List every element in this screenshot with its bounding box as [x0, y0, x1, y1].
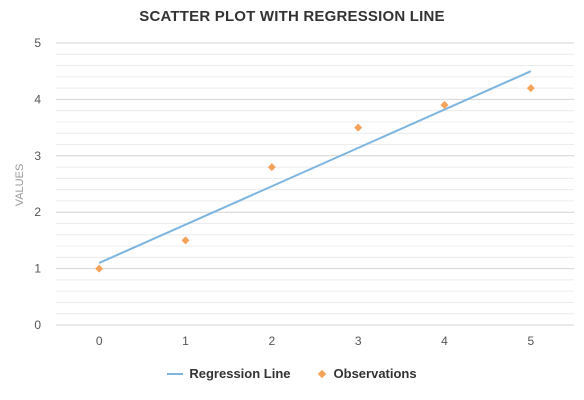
- observation-point: [440, 101, 449, 110]
- observation-point: [354, 123, 363, 132]
- y-tick-label: 2: [34, 205, 41, 219]
- x-tick-label: 5: [527, 334, 534, 348]
- legend-line-swatch: [167, 372, 184, 375]
- legend-label-regression-line: Regression Line: [189, 366, 291, 381]
- series-layer: [95, 70, 535, 273]
- regression-line: [98, 70, 532, 264]
- y-tick-label: 5: [34, 36, 41, 50]
- observation-point: [95, 264, 104, 273]
- legend-label-observations: Observations: [333, 366, 417, 381]
- y-axis-label: VALUES: [14, 164, 26, 207]
- observation-point: [267, 163, 276, 172]
- legend-diamond-swatch: [317, 369, 326, 378]
- legend: Regression Line Observations: [0, 366, 584, 381]
- x-tick-label: 3: [355, 334, 362, 348]
- axis-tick-labels: 0 1 2 3 4 5 0 1 2 3 4 5: [34, 36, 534, 348]
- legend-item-regression-line[interactable]: Regression Line: [167, 366, 291, 381]
- y-tick-label: 0: [34, 318, 41, 332]
- observation-point: [181, 236, 190, 245]
- y-tick-label: 3: [34, 149, 41, 163]
- chart-title: SCATTER PLOT WITH REGRESSION LINE: [139, 8, 445, 25]
- y-tick-label: 4: [34, 92, 41, 106]
- legend-item-observations[interactable]: Observations: [317, 366, 417, 381]
- y-tick-label: 1: [34, 262, 41, 276]
- x-tick-label: 2: [268, 334, 275, 348]
- x-tick-label: 4: [441, 334, 448, 348]
- x-tick-label: 0: [96, 334, 103, 348]
- observation-point: [526, 84, 535, 93]
- x-tick-label: 1: [182, 334, 189, 348]
- gridlines: [56, 42, 574, 326]
